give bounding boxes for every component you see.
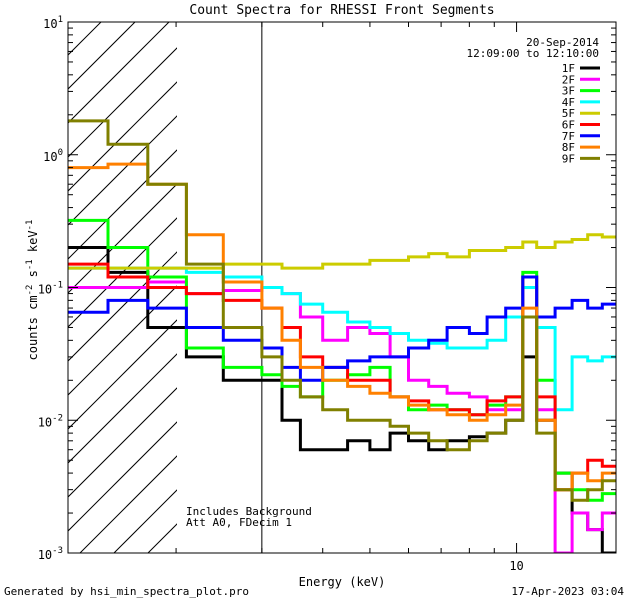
hatch-line [68,47,177,158]
y-tick-label: 10-3 [38,546,63,562]
x-tick-label: 10 [509,559,523,573]
footer-generated-by: Generated by hsi_min_spectra_plot.pro [4,585,249,598]
hatch-line [68,22,170,124]
hatch-line [68,22,136,90]
series-line-3f [68,218,616,502]
series-layer [68,119,616,553]
y-tick-label: 10-1 [38,281,63,297]
legend-time-range: 12:09:00 to 12:10:00 [467,47,599,60]
series-line-9f [68,119,616,502]
hatch-line [68,251,177,362]
legend-label: 5F [562,107,575,120]
axis-ticks [68,21,616,554]
chart-title: Count Spectra for RHESSI Front Segments [189,3,494,18]
hatch-line [68,149,177,260]
legend-label: 8F [562,141,575,154]
y-tick-labels: 10-3 10-2 10-1 100 101 [38,15,63,562]
series-line-2f [68,280,616,553]
y-tick-label: 101 [43,15,63,31]
y-tick-label: 100 [43,148,63,164]
annotation-background: Includes Background [186,505,312,518]
hatch-line [68,353,177,464]
series-line-6f [68,262,616,492]
legend-label: 4F [562,96,575,109]
x-axis-label: Energy (keV) [299,575,386,589]
series-line-8f [68,162,616,492]
footer-timestamp: 17-Apr-2023 03:04 [511,585,624,598]
hatch-line [68,387,177,498]
legend-label: 2F [562,73,575,86]
y-tick-label: 10-2 [38,413,63,429]
series-line-1f [68,246,616,553]
legend-label: 1F [562,62,575,75]
y-axis-label: counts cm-2 s-1 keV-1 [25,220,40,361]
legend-label: 6F [562,119,575,132]
legend-label: 3F [562,85,575,98]
hatch-line [68,421,177,532]
legend-date: 20-Sep-2014 [526,36,599,49]
legend-label: 7F [562,130,575,143]
x-tick-labels: 10 [509,559,523,573]
series-line-4f [68,266,616,412]
legend-label: 9F [562,152,575,165]
annotation-attenuator: Att A0, FDecim 1 [186,516,292,529]
hatch-line [68,217,177,328]
series-line-5f [68,233,616,270]
hatch-line [68,22,102,56]
